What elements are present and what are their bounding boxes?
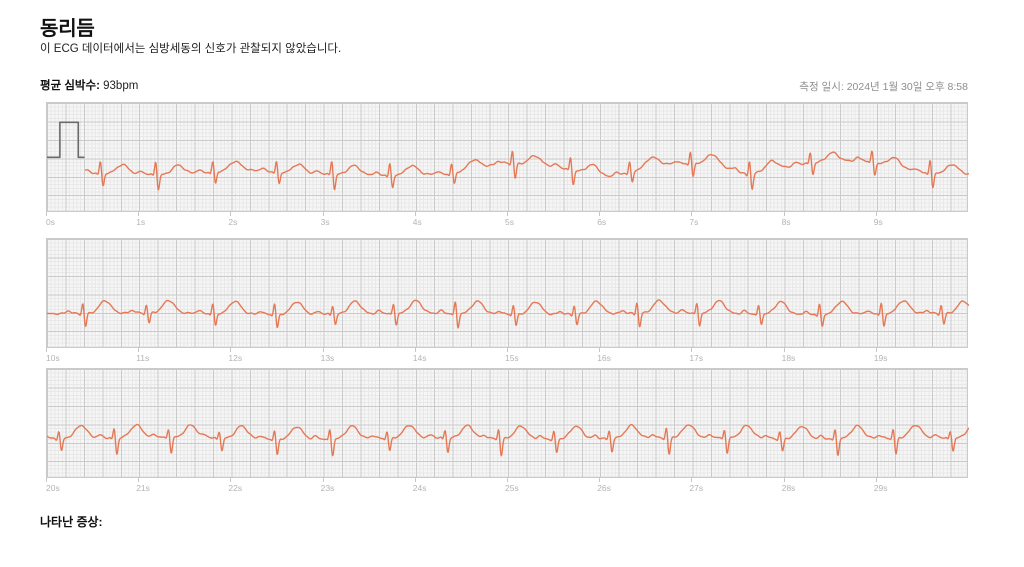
average-heart-rate-label: 평균 심박수: xyxy=(40,80,100,92)
time-axis-label: 23s xyxy=(320,483,335,493)
calibration-pulse xyxy=(47,121,85,159)
time-tick-mark xyxy=(875,212,877,216)
ecg-waveform-svg-3 xyxy=(47,423,969,457)
time-tick-mark xyxy=(507,478,508,482)
time-axis-label: 6s xyxy=(597,217,607,227)
ecg-trace-path xyxy=(85,150,969,191)
time-axis-label: 22s xyxy=(228,483,243,493)
time-axis-label: 28s xyxy=(781,483,796,493)
measurement-datetime-label: 측정 일시: xyxy=(799,81,844,93)
time-tick-mark xyxy=(46,212,47,216)
time-tick-mark xyxy=(507,212,508,216)
time-axis-label: 4s xyxy=(412,217,422,227)
time-axis-label: 19s xyxy=(873,353,888,363)
time-axis-label: 25s xyxy=(505,483,519,493)
time-axis-label: 0s xyxy=(46,217,55,227)
time-tick-mark xyxy=(691,348,693,352)
time-axis-label: 27s xyxy=(689,483,704,493)
time-axis-3: 20s 21s 22s 23s 24s 25s 26s 27s 28s 29s xyxy=(46,478,968,496)
ecg-trace-path xyxy=(47,423,969,457)
time-tick-mark xyxy=(875,478,877,482)
time-tick-mark xyxy=(322,212,324,216)
average-heart-rate: 평균 심박수: 93bpm xyxy=(40,77,138,93)
time-tick-mark xyxy=(875,348,877,352)
time-axis-label: 21s xyxy=(136,483,150,493)
time-tick-mark xyxy=(414,478,416,482)
ecg-grid-2 xyxy=(46,238,969,348)
time-axis-label: 1s xyxy=(136,217,146,227)
average-heart-rate-value: 93bpm xyxy=(103,80,139,92)
time-tick-mark xyxy=(138,212,140,216)
time-axis-label: 7s xyxy=(689,217,699,227)
time-tick-mark xyxy=(414,212,416,216)
time-axis-1: 0s 1s 2s 3s 4s 5s 6s 7s 8s 9s xyxy=(46,212,968,230)
time-axis-label: 18s xyxy=(781,353,796,363)
result-description: 이 ECG 데이터에서는 심방세동의 신호가 관찰되지 않았습니다. xyxy=(40,43,342,55)
page-title: 동리듬 xyxy=(40,18,95,40)
ecg-grid-3 xyxy=(46,368,969,478)
symptoms-label: 나타난 증상: xyxy=(40,515,103,529)
time-tick-mark xyxy=(322,348,324,352)
time-tick-mark xyxy=(138,478,140,482)
time-tick-mark xyxy=(783,348,785,352)
time-axis-label: 29s xyxy=(873,483,888,493)
time-tick-mark xyxy=(46,348,47,352)
time-axis-label: 26s xyxy=(597,483,611,493)
time-tick-mark xyxy=(230,478,232,482)
ecg-waveform-svg-2 xyxy=(47,299,969,329)
time-tick-mark xyxy=(691,212,693,216)
time-axis-2: 10s 11s 12s 13s 14s 15s 16s 17s 18s 19s xyxy=(46,348,968,366)
time-tick-mark xyxy=(230,348,232,352)
time-axis-label: 8s xyxy=(781,217,791,227)
time-tick-mark xyxy=(783,212,785,216)
time-axis-label: 5s xyxy=(505,217,514,227)
time-tick-mark xyxy=(599,478,601,482)
time-tick-mark xyxy=(507,348,508,352)
time-axis-label: 17s xyxy=(689,353,704,363)
time-tick-mark xyxy=(414,348,416,352)
time-axis-label: 10s xyxy=(46,353,60,363)
time-axis-label: 20s xyxy=(46,483,60,493)
ecg-grid-1 xyxy=(46,102,969,212)
time-axis-label: 24s xyxy=(412,483,427,493)
time-axis-label: 16s xyxy=(597,353,611,363)
time-axis-label: 13s xyxy=(320,353,335,363)
ecg-strip-2: 10s 11s 12s 13s 14s 15s 16s 17s 18s 19s xyxy=(46,238,969,366)
time-tick-mark xyxy=(783,478,785,482)
measurement-datetime: 측정 일시: 2024년 1월 30일 오후 8:58 xyxy=(799,79,968,94)
time-axis-label: 2s xyxy=(228,217,238,227)
time-axis-label: 12s xyxy=(228,353,243,363)
time-tick-mark xyxy=(599,212,601,216)
measurement-datetime-value: 2024년 1월 30일 오후 8:58 xyxy=(846,81,968,93)
time-tick-mark xyxy=(138,348,140,352)
ecg-strip-1: 0s 1s 2s 3s 4s 5s 6s 7s 8s 9s xyxy=(46,102,969,230)
ecg-waveform-svg-1 xyxy=(47,121,969,191)
ecg-strip-3: 20s 21s 22s 23s 24s 25s 26s 27s 28s 29s xyxy=(46,368,969,496)
time-axis-label: 15s xyxy=(505,353,519,363)
time-axis-label: 9s xyxy=(873,217,883,227)
ecg-trace-path xyxy=(47,299,969,329)
time-tick-mark xyxy=(46,478,47,482)
time-tick-mark xyxy=(230,212,232,216)
time-tick-mark xyxy=(599,348,601,352)
time-axis-label: 11s xyxy=(136,353,150,363)
time-axis-label: 3s xyxy=(320,217,330,227)
time-axis-label: 14s xyxy=(412,353,427,363)
time-tick-mark xyxy=(322,478,324,482)
time-tick-mark xyxy=(691,478,693,482)
